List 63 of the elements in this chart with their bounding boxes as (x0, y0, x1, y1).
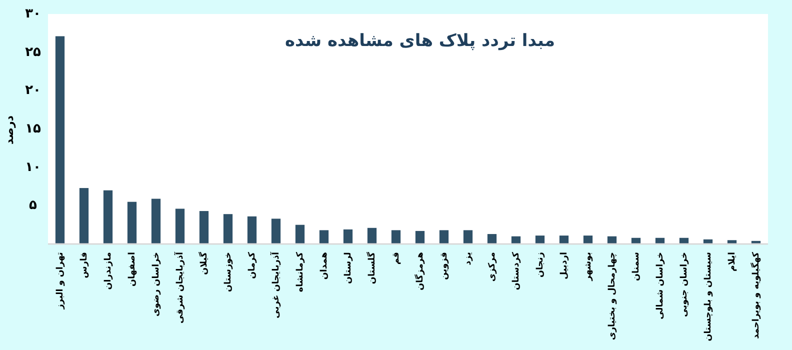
bar (511, 236, 521, 244)
x-tick-label: زنجان (535, 252, 546, 278)
text: مبدا تردد پلاک های مشاهده شده (285, 31, 555, 51)
x-tick-label: سمنان (631, 252, 642, 281)
x-tick-label: مازندران (103, 252, 114, 290)
bar (151, 198, 161, 244)
bar (391, 230, 401, 244)
x-tick-label: لرستان (343, 252, 354, 284)
x-tick-label: خراسان رضوی (151, 252, 162, 316)
bar (223, 214, 233, 244)
bar (295, 224, 305, 244)
bar (463, 230, 473, 244)
x-tick-label: گلستان (366, 251, 378, 284)
x-tick-label: قزوین (439, 252, 450, 280)
bar (319, 230, 329, 244)
y-tick-label: ۱۰ (25, 160, 41, 175)
x-tick-label: همدان (319, 252, 330, 280)
x-tick-label: سیستان و بلوچستان (703, 252, 714, 342)
x-tick-label: ایلام (727, 252, 738, 272)
x-tick-label: آذربایجان غربی (269, 251, 282, 318)
y-tick-label: ۲۰ (25, 83, 41, 98)
bar (439, 230, 449, 244)
x-tick-label: فارس (79, 252, 90, 278)
x-tick-label: بوشهر (583, 252, 594, 282)
bar (343, 229, 353, 244)
x-tick-label: گیلان (198, 251, 210, 275)
bar (175, 208, 185, 244)
y-tick-label: ۲۵ (25, 44, 41, 60)
x-tick-label: خوزستان (223, 252, 234, 292)
x-tick-label: چهارمحال و بختیاری (607, 252, 618, 340)
bar (127, 202, 137, 244)
x-tick-label: تهران و البرز (55, 252, 66, 310)
bar (247, 216, 257, 244)
bar (727, 240, 737, 244)
y-tick-label: ۵ (29, 198, 38, 214)
bar (487, 234, 497, 244)
bar (583, 236, 593, 244)
x-tick-label: کرمانشاه (295, 251, 306, 292)
y-tick-label: ۳۰ (25, 6, 41, 22)
y-axis-title: درصد (3, 115, 16, 144)
bar (415, 230, 425, 244)
x-tick-label: خراسان جنوبی (679, 252, 690, 318)
bar (55, 36, 65, 244)
bar (559, 236, 569, 244)
x-tick-label: اردبیل (559, 252, 570, 280)
x-tick-label: قم (391, 252, 402, 265)
bar (607, 236, 617, 244)
x-tick-label: یزد (463, 252, 474, 266)
x-tick-label: مرکزی (487, 252, 498, 282)
x-tick-label: هرمزگان (414, 252, 426, 290)
bar (535, 236, 545, 244)
x-tick-label: کهگیلویه و بویراحمد (750, 251, 762, 339)
bar (199, 211, 209, 244)
x-tick-label: کردستان (511, 251, 522, 290)
bar (367, 228, 377, 244)
bar (103, 190, 113, 244)
x-tick-label: خراسان شمالی (655, 252, 666, 320)
x-tick-label: اصفهان (127, 252, 138, 286)
bar (271, 218, 281, 244)
bar (79, 188, 89, 244)
y-tick-label: ۱۵ (25, 122, 41, 137)
x-tick-label: کرمان (247, 251, 258, 279)
x-tick-label: آذربایجان شرقی (173, 251, 186, 324)
